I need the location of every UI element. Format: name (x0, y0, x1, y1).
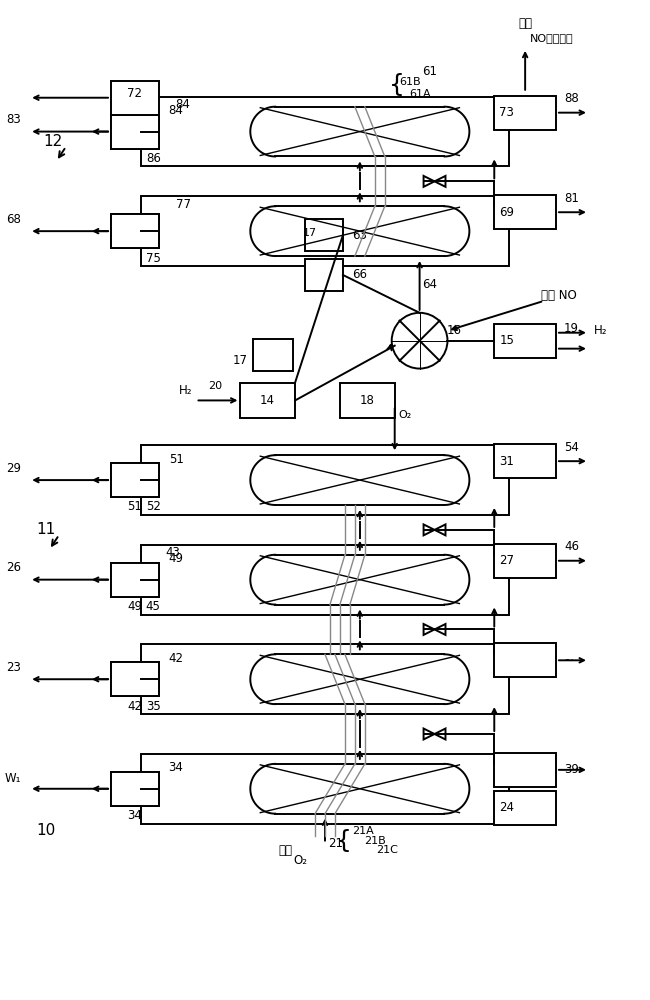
Text: 54: 54 (564, 441, 579, 454)
Bar (494, 791, 556, 825)
Bar (305, 259, 343, 291)
Text: 14: 14 (260, 394, 275, 407)
Text: 61B: 61B (399, 77, 421, 87)
Text: 15: 15 (499, 334, 514, 347)
Text: 35: 35 (146, 700, 161, 713)
Bar (141, 545, 509, 615)
Text: 34: 34 (168, 761, 183, 774)
Bar (111, 662, 159, 696)
Bar (494, 643, 556, 677)
Text: 19: 19 (564, 322, 579, 335)
Text: 72: 72 (127, 87, 142, 100)
Bar (494, 195, 556, 229)
Text: 77: 77 (176, 198, 190, 211)
Bar (494, 753, 556, 787)
Bar (494, 96, 556, 130)
Text: 64: 64 (422, 278, 437, 291)
Text: 12: 12 (43, 134, 62, 149)
Bar (111, 115, 159, 149)
Text: 26: 26 (6, 561, 21, 574)
Text: 61A: 61A (409, 89, 430, 99)
Text: 63: 63 (352, 229, 367, 242)
Text: 23: 23 (6, 661, 21, 674)
Text: 39: 39 (564, 763, 579, 776)
Text: 16: 16 (447, 324, 462, 337)
Text: 21: 21 (328, 837, 343, 850)
Text: O₂: O₂ (293, 854, 307, 867)
Text: 43: 43 (166, 546, 181, 559)
Text: 75: 75 (146, 252, 161, 265)
Text: 83: 83 (6, 113, 21, 126)
Text: NO（气体）: NO（气体） (530, 33, 574, 43)
Text: 88: 88 (564, 92, 579, 105)
Text: H₂: H₂ (594, 324, 607, 337)
Text: 81: 81 (564, 192, 579, 205)
Bar (111, 214, 159, 248)
Text: 24: 24 (499, 801, 514, 814)
Bar (254, 339, 293, 371)
Text: 21A: 21A (352, 826, 374, 836)
Text: 51: 51 (168, 453, 183, 466)
Text: 42: 42 (127, 700, 142, 713)
Text: 21C: 21C (376, 845, 398, 855)
Bar (494, 324, 556, 358)
Text: 66: 66 (352, 268, 367, 281)
Bar (494, 444, 556, 478)
Bar (111, 81, 159, 115)
Text: 34: 34 (127, 809, 142, 822)
Bar (141, 445, 509, 515)
Bar (305, 219, 343, 251)
Text: H₂: H₂ (179, 384, 192, 397)
Text: 49: 49 (127, 600, 142, 613)
Bar (141, 97, 509, 166)
Text: {: { (336, 829, 352, 853)
Text: 51: 51 (127, 500, 142, 513)
Text: W₁: W₁ (5, 772, 21, 785)
Bar (141, 196, 509, 266)
Bar (111, 563, 159, 597)
Text: 84: 84 (168, 104, 183, 117)
Text: 61: 61 (422, 65, 437, 78)
Text: ~: ~ (564, 654, 574, 667)
Text: 68: 68 (6, 213, 21, 226)
Text: 11: 11 (36, 522, 55, 537)
Bar (111, 772, 159, 806)
Text: O₂: O₂ (398, 410, 411, 420)
Text: 17: 17 (303, 228, 317, 238)
Text: 84: 84 (176, 98, 190, 111)
Text: {: { (389, 73, 405, 97)
Text: 69: 69 (499, 206, 514, 219)
Bar (111, 214, 159, 248)
Bar (240, 383, 295, 418)
Text: 52: 52 (146, 500, 161, 513)
Bar (340, 383, 395, 418)
Bar (141, 644, 509, 714)
Text: 10: 10 (36, 823, 55, 838)
Bar (111, 563, 159, 597)
Text: 31: 31 (499, 455, 514, 468)
Bar (111, 463, 159, 497)
Text: 21B: 21B (364, 836, 385, 846)
Bar (111, 772, 159, 806)
Text: 原材 NO: 原材 NO (541, 289, 577, 302)
Bar (494, 544, 556, 578)
Text: 27: 27 (499, 554, 514, 567)
Text: 20: 20 (209, 381, 222, 391)
Text: 原材: 原材 (278, 844, 292, 857)
Text: 18: 18 (359, 394, 374, 407)
Text: 49: 49 (168, 552, 184, 565)
Text: 73: 73 (499, 106, 514, 119)
Bar (111, 115, 159, 149)
Text: 产品: 产品 (518, 17, 532, 30)
Bar (111, 463, 159, 497)
Bar (141, 754, 509, 824)
Text: 86: 86 (146, 152, 161, 165)
Text: 17: 17 (233, 354, 248, 367)
Text: 45: 45 (146, 600, 161, 613)
Text: 42: 42 (168, 652, 184, 665)
Text: 29: 29 (6, 462, 21, 475)
Text: 46: 46 (564, 540, 579, 553)
Bar (111, 662, 159, 696)
